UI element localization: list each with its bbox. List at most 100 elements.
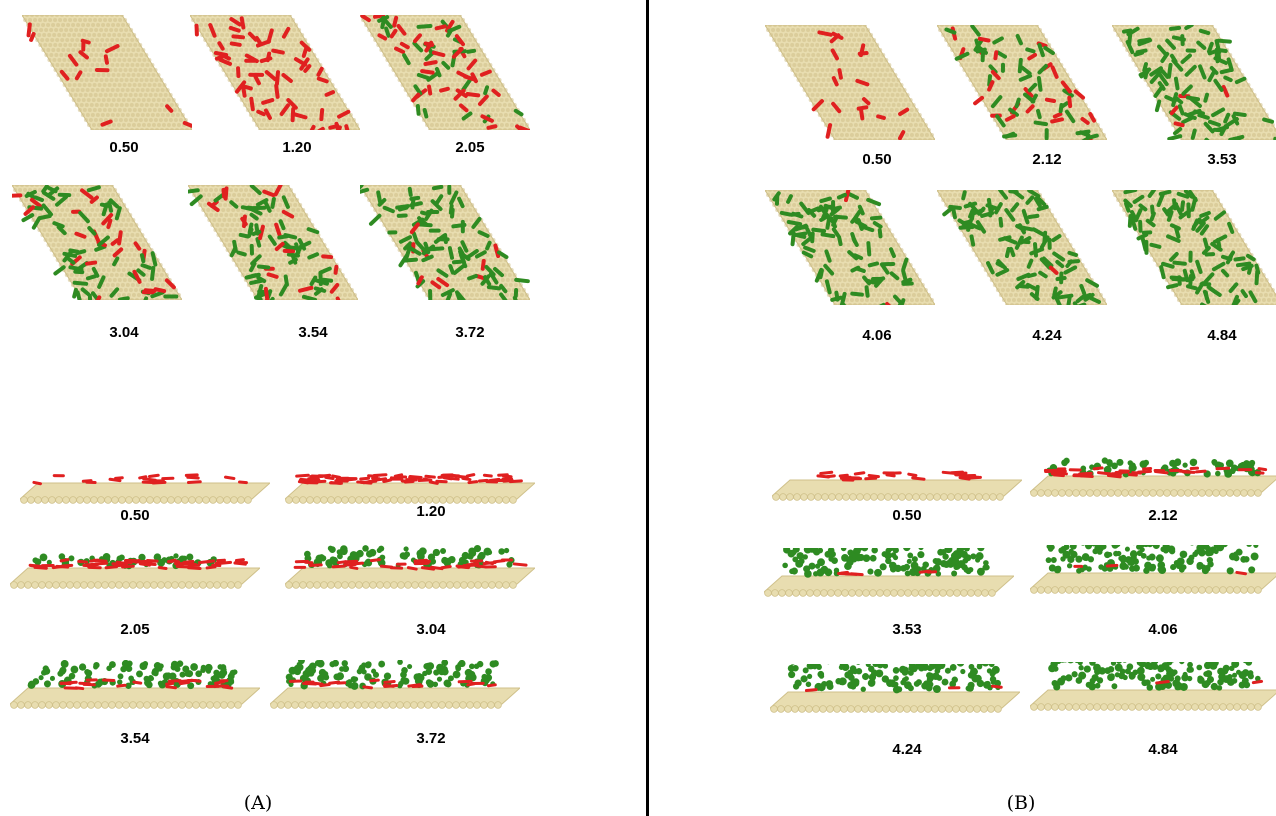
green-molecule — [200, 664, 207, 671]
green-molecule — [96, 678, 104, 686]
red-molecule — [74, 70, 83, 81]
red-molecule — [307, 477, 321, 482]
green-molecule — [1159, 265, 1166, 280]
red-molecule — [897, 130, 906, 140]
red-molecule — [857, 51, 869, 56]
green-molecule — [471, 216, 482, 229]
green-molecule — [1145, 218, 1156, 228]
green-molecule — [1077, 662, 1083, 666]
green-molecule — [1070, 550, 1078, 559]
red-molecule — [265, 51, 272, 63]
green-molecule — [1023, 92, 1036, 104]
red-molecule — [116, 683, 127, 688]
green-molecule — [1198, 215, 1210, 225]
green-molecule — [382, 205, 395, 214]
red-molecule — [78, 50, 89, 60]
green-molecule — [800, 675, 808, 683]
red-molecule — [477, 94, 489, 106]
green-molecule — [108, 198, 120, 209]
green-molecule — [1181, 115, 1194, 125]
green-molecule — [1184, 64, 1197, 77]
red-molecule — [918, 569, 932, 574]
green-molecule — [349, 551, 358, 559]
green-molecule — [436, 676, 443, 682]
green-molecule — [779, 210, 792, 217]
green-molecule — [840, 548, 847, 552]
red-molecule — [261, 98, 275, 105]
red-molecule — [312, 479, 327, 484]
green-molecule — [397, 660, 403, 665]
green-molecule — [1041, 256, 1054, 268]
green-molecule — [263, 200, 272, 213]
green-molecule — [907, 669, 914, 676]
green-molecule — [1171, 58, 1184, 72]
green-molecule — [278, 283, 289, 297]
red-molecule — [420, 69, 435, 75]
red-molecule — [420, 566, 436, 571]
green-molecule — [1157, 81, 1166, 91]
red-molecule — [165, 685, 178, 690]
green-molecule — [1069, 545, 1077, 550]
green-molecule — [1171, 92, 1179, 108]
green-molecule — [1196, 664, 1203, 671]
green-molecule — [1054, 296, 1062, 305]
green-molecule — [897, 301, 903, 305]
green-molecule — [1243, 681, 1251, 689]
green-molecule — [904, 681, 912, 690]
green-molecule — [416, 552, 425, 561]
red-molecule — [392, 15, 399, 28]
green-molecule — [434, 194, 444, 206]
green-molecule — [1107, 551, 1113, 558]
green-molecule — [803, 548, 812, 554]
green-molecule — [43, 680, 51, 688]
green-molecule — [148, 676, 155, 682]
red-molecule — [29, 197, 43, 209]
panel-divider — [646, 0, 649, 816]
red-molecule — [214, 560, 227, 565]
red-molecule — [458, 103, 469, 113]
green-molecule — [801, 250, 814, 259]
top-view-snapshot — [12, 185, 182, 300]
green-molecule — [1201, 246, 1211, 255]
green-molecule — [911, 556, 918, 563]
red-molecule — [295, 473, 310, 478]
green-molecule — [403, 257, 418, 263]
red-molecule — [258, 224, 265, 241]
green-molecule — [317, 674, 325, 682]
red-molecule — [987, 80, 995, 92]
green-molecule — [838, 677, 847, 686]
green-molecule — [824, 249, 832, 263]
green-molecule — [1071, 671, 1078, 678]
red-molecule — [1044, 97, 1057, 104]
red-molecule — [1105, 563, 1119, 568]
green-molecule — [1189, 458, 1198, 467]
green-molecule — [1025, 47, 1036, 54]
red-molecule — [855, 78, 870, 87]
green-molecule — [1019, 65, 1032, 76]
green-molecule — [1136, 232, 1149, 241]
green-molecule — [1119, 562, 1128, 571]
green-molecule — [1037, 64, 1048, 75]
green-molecule — [885, 548, 892, 554]
green-molecule — [789, 211, 801, 217]
red-molecule — [101, 213, 114, 226]
green-molecule — [1179, 682, 1188, 691]
green-molecule — [937, 664, 946, 670]
top-view-snapshot — [22, 15, 192, 130]
green-molecule — [126, 660, 133, 667]
green-molecule — [1149, 70, 1162, 84]
red-molecule — [281, 209, 295, 219]
green-molecule — [1233, 256, 1246, 262]
red-molecule — [127, 559, 139, 564]
green-molecule — [1026, 258, 1034, 269]
green-molecule — [319, 266, 332, 275]
red-molecule — [304, 560, 314, 565]
green-molecule — [1208, 286, 1222, 297]
red-molecule — [907, 472, 918, 477]
green-molecule — [1216, 38, 1232, 44]
green-molecule — [1231, 294, 1239, 305]
green-molecule — [1050, 662, 1058, 668]
green-molecule — [1195, 221, 1206, 233]
red-molecule — [303, 64, 312, 73]
green-molecule — [55, 194, 69, 207]
